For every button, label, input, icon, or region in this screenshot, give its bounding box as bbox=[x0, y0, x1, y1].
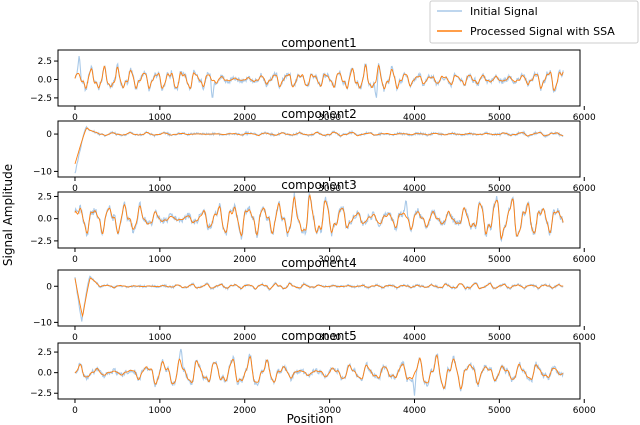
x-tick-label: 2000 bbox=[233, 255, 256, 265]
y-tick-label: 0.0 bbox=[38, 369, 53, 379]
panel-axes-box bbox=[57, 342, 581, 400]
series-initial-signal bbox=[74, 348, 564, 396]
x-tick-label: 3000 bbox=[318, 255, 341, 265]
y-axis-label: Signal Amplitude bbox=[1, 164, 15, 266]
panel-component4: component4 0 −10 0 1000 2000 3000 4000 5000 6000 bbox=[33, 256, 596, 343]
x-tick-label: 6000 bbox=[573, 113, 596, 123]
y-tick-label: −10 bbox=[33, 167, 52, 177]
x-tick-label: 1000 bbox=[148, 184, 171, 194]
legend: Initial Signal Processed Signal with SSA bbox=[429, 0, 639, 44]
panel-axes-box bbox=[57, 269, 581, 327]
x-tick-label: 0 bbox=[72, 255, 78, 265]
x-tick-label: 3000 bbox=[318, 184, 341, 194]
x-tick-label: 4000 bbox=[403, 333, 426, 343]
x-tick-label: 5000 bbox=[488, 255, 511, 265]
x-tick-label: 0 bbox=[72, 406, 78, 416]
x-tick-label: 4000 bbox=[403, 113, 426, 123]
x-tick-label: 4000 bbox=[403, 406, 426, 416]
series-initial-signal bbox=[74, 192, 564, 243]
x-tick-label: 0 bbox=[72, 333, 78, 343]
y-tick-label: 2.5 bbox=[38, 192, 52, 202]
x-tick-label: 3000 bbox=[318, 406, 341, 416]
legend-box bbox=[429, 0, 639, 44]
x-axis-label: Position bbox=[287, 412, 334, 425]
y-tick-label: −2.5 bbox=[30, 389, 52, 399]
x-tick-label: 0 bbox=[72, 184, 78, 194]
panel-axes-box bbox=[57, 49, 581, 107]
x-tick-label: 5000 bbox=[488, 113, 511, 123]
y-tick-label: −2.5 bbox=[30, 237, 52, 247]
x-tick-label: 2000 bbox=[233, 333, 256, 343]
panel-title: component2 bbox=[281, 107, 357, 121]
y-tick-label: 0.0 bbox=[38, 215, 53, 225]
y-tick-label: −2.5 bbox=[30, 94, 52, 104]
x-tick-label: 5000 bbox=[488, 184, 511, 194]
y-tick-label: 2.5 bbox=[38, 57, 52, 67]
legend-label-initial: Initial Signal bbox=[470, 5, 538, 18]
series-processed-ssa bbox=[74, 127, 564, 165]
x-tick-label: 5000 bbox=[488, 333, 511, 343]
panel-title: component3 bbox=[281, 178, 357, 192]
panel-component1: component1 2.5 0.0 −2.5 0 1000 2000 3000 4000 500… bbox=[30, 36, 596, 123]
panels-group: component1 2.5 0.0 −2.5 0 1000 2000 3000 4000 500… bbox=[30, 36, 596, 416]
series-processed-ssa bbox=[74, 194, 564, 241]
series-processed-ssa bbox=[74, 277, 564, 318]
y-tick-label: 2.5 bbox=[38, 348, 52, 358]
x-tick-label: 4000 bbox=[403, 184, 426, 194]
panel-title: component1 bbox=[281, 36, 357, 50]
x-tick-label: 6000 bbox=[573, 406, 596, 416]
y-tick-label: 0.0 bbox=[38, 75, 53, 85]
panel-component2: component2 0 −10 0 1000 2000 3000 4000 5000 6000 bbox=[33, 107, 596, 194]
x-tick-label: 6000 bbox=[573, 184, 596, 194]
x-tick-label: 1000 bbox=[148, 113, 171, 123]
x-tick-label: 1000 bbox=[148, 333, 171, 343]
panel-component5: component5 2.5 0.0 −2.5 0 1000 2000 3000 4000 500… bbox=[30, 329, 596, 416]
x-tick-label: 1000 bbox=[148, 406, 171, 416]
x-tick-label: 3000 bbox=[318, 333, 341, 343]
legend-label-processed: Processed Signal with SSA bbox=[470, 25, 615, 38]
x-tick-label: 2000 bbox=[233, 406, 256, 416]
series-processed-ssa bbox=[74, 354, 564, 390]
x-tick-label: 6000 bbox=[573, 255, 596, 265]
y-tick-label: 0 bbox=[46, 130, 52, 140]
panel-axes-box bbox=[57, 191, 581, 249]
y-tick-label: −10 bbox=[33, 318, 52, 328]
panel-component3: component3 2.5 0.0 −2.5 0 1000 2000 3000 4000 500… bbox=[30, 178, 596, 265]
x-tick-label: 2000 bbox=[233, 184, 256, 194]
panel-title: component4 bbox=[281, 256, 357, 270]
x-tick-label: 0 bbox=[72, 113, 78, 123]
x-tick-label: 5000 bbox=[488, 406, 511, 416]
series-processed-ssa bbox=[74, 63, 564, 91]
x-tick-label: 6000 bbox=[573, 333, 596, 343]
x-tick-label: 3000 bbox=[318, 113, 341, 123]
panel-axes-box bbox=[57, 120, 581, 178]
y-tick-label: 0 bbox=[46, 282, 52, 292]
x-tick-label: 4000 bbox=[403, 255, 426, 265]
panel-title: component5 bbox=[281, 329, 357, 343]
x-tick-label: 2000 bbox=[233, 113, 256, 123]
series-initial-signal bbox=[74, 55, 564, 98]
x-tick-label: 1000 bbox=[148, 255, 171, 265]
